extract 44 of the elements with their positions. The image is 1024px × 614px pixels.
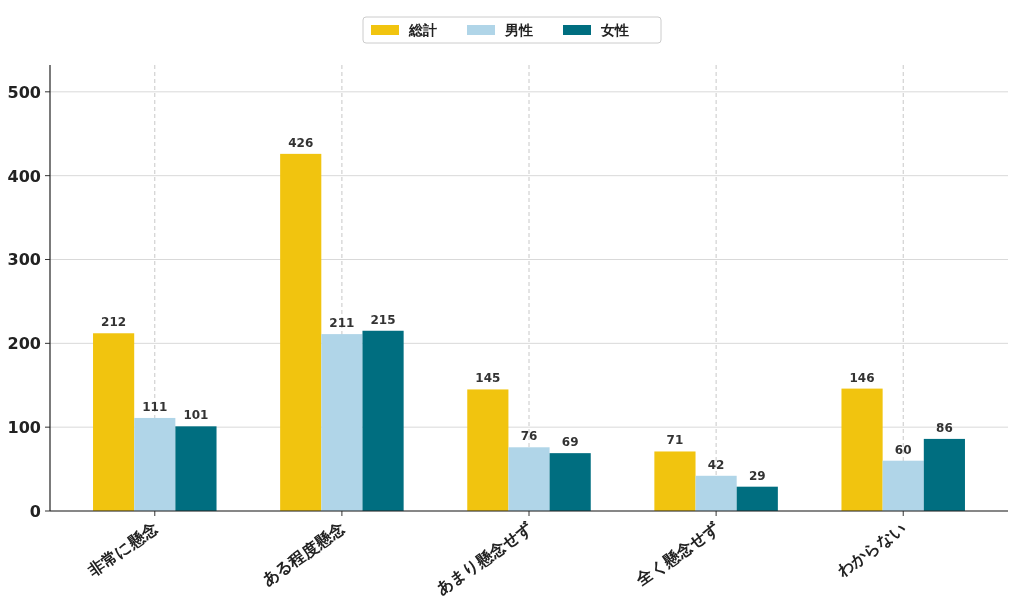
bar [882, 460, 924, 511]
data-label: 76 [520, 429, 538, 444]
data-label: 111 [142, 399, 168, 414]
bar [508, 447, 550, 511]
data-label: 212 [101, 315, 127, 330]
y-tick-label: 100 [7, 418, 41, 438]
bar [93, 333, 135, 511]
bar [467, 389, 509, 511]
x-tick-label: わからない [832, 518, 910, 581]
bar [695, 475, 737, 511]
bar [134, 417, 176, 511]
legend-label: 総計 [408, 22, 437, 38]
data-label: 71 [666, 433, 684, 448]
x-tick-label: 非常に懸念 [83, 518, 162, 581]
bar [923, 438, 965, 511]
bar [362, 330, 404, 511]
x-tick-label: ある程度懸念 [258, 518, 349, 590]
bar [321, 334, 363, 511]
y-tick-label: 400 [7, 166, 41, 186]
bar [841, 388, 883, 511]
bar [736, 486, 778, 511]
data-label: 69 [561, 435, 579, 450]
data-label: 101 [183, 408, 209, 423]
data-label: 86 [936, 420, 953, 435]
data-label: 145 [475, 371, 501, 386]
data-label: 211 [329, 316, 355, 331]
y-tick-label: 500 [7, 82, 41, 102]
legend-label: 女性 [600, 22, 629, 38]
y-tick-label: 200 [7, 334, 41, 354]
data-label: 215 [370, 312, 396, 327]
data-label: 426 [288, 135, 314, 150]
data-label: 42 [707, 457, 725, 472]
bar [549, 453, 591, 511]
x-tick-label: あまり懸念せず [432, 518, 536, 599]
bar [175, 426, 217, 511]
y-tick-label: 300 [7, 250, 41, 270]
y-tick-label: 0 [29, 502, 41, 521]
x-tick-label: 全く懸念せず [632, 518, 723, 590]
data-label: 60 [894, 442, 912, 457]
bar [654, 451, 696, 511]
data-label: 29 [748, 468, 766, 483]
legend-label: 男性 [504, 22, 533, 38]
bar [280, 153, 322, 511]
data-label: 146 [849, 370, 875, 385]
